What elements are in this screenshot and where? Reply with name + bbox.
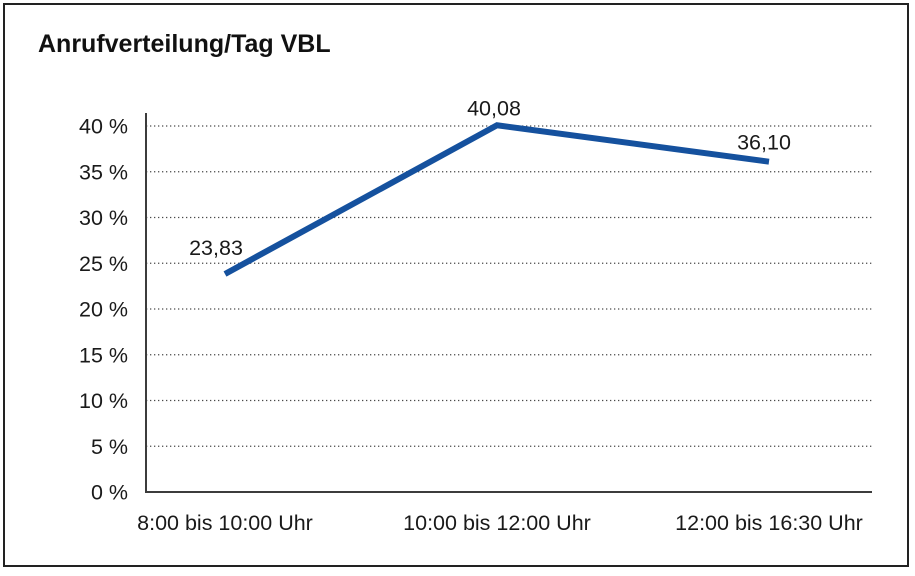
y-axis-tick-label: 5 % bbox=[91, 435, 128, 459]
y-axis-tick-label: 35 % bbox=[79, 160, 128, 184]
data-point-label: 23,83 bbox=[189, 236, 243, 260]
x-axis-category-label: 12:00 bis 16:30 Uhr bbox=[675, 511, 863, 535]
y-axis-tick-label: 15 % bbox=[79, 343, 128, 367]
x-axis-category-label: 10:00 bis 12:00 Uhr bbox=[403, 511, 591, 535]
data-line-series bbox=[223, 122, 770, 277]
x-axis-category-label: 8:00 bis 10:00 Uhr bbox=[137, 511, 313, 535]
y-axis-tick-label: 0 % bbox=[91, 481, 128, 505]
y-axis-tick-label: 10 % bbox=[79, 389, 128, 413]
data-point-label: 40,08 bbox=[467, 96, 521, 120]
y-axis-tick-label: 40 % bbox=[79, 115, 128, 139]
y-axis-tick-label: 20 % bbox=[79, 298, 128, 322]
data-point-label: 36,10 bbox=[737, 131, 791, 155]
y-axis-tick-label: 30 % bbox=[79, 206, 128, 230]
y-axis-tick-label: 25 % bbox=[79, 252, 128, 276]
chart-title: Anrufverteilung/Tag VBL bbox=[38, 30, 331, 58]
